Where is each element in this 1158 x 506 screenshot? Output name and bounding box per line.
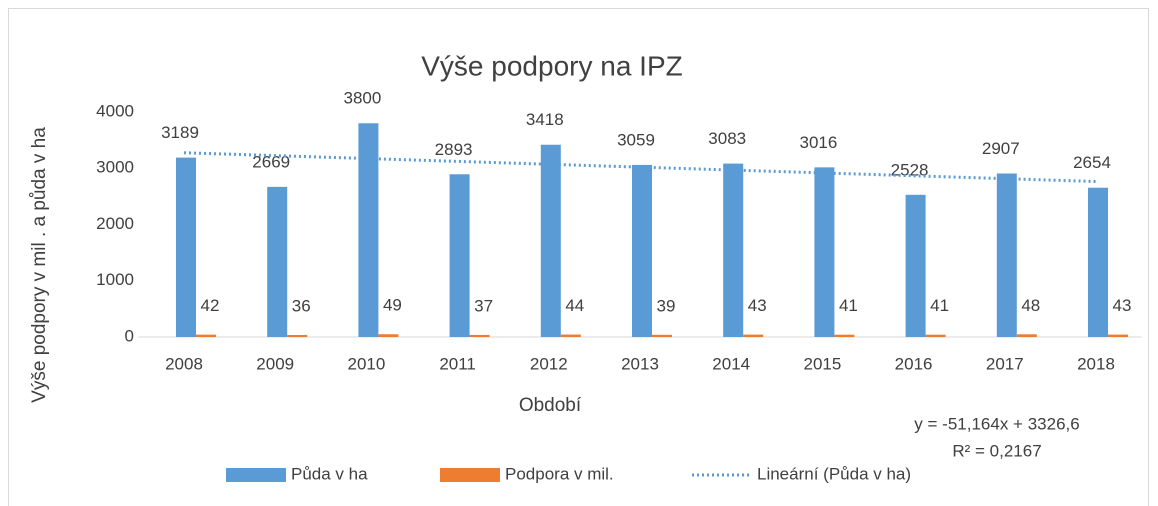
chart-title: Výše podpory na IPZ [421, 50, 682, 81]
data-label: 2893 [435, 140, 473, 159]
data-label: 41 [839, 296, 858, 315]
bar [449, 174, 470, 337]
bar [176, 157, 196, 337]
legend-label: Lineární (Půda v ha) [757, 464, 911, 483]
bar [905, 194, 926, 337]
trend-r-squared: R² = 0,2167 [952, 441, 1041, 460]
bar [632, 164, 652, 337]
data-label: 44 [565, 296, 584, 315]
data-label: 3083 [708, 129, 746, 148]
bar [925, 334, 946, 337]
data-label: 3418 [526, 110, 564, 129]
bar [652, 334, 672, 337]
data-label: 43 [1113, 296, 1132, 315]
data-label: 2654 [1073, 153, 1111, 172]
data-label: 41 [930, 296, 949, 315]
y-tick-label: 1000 [96, 270, 134, 289]
bar [1108, 334, 1128, 337]
data-label: 3189 [161, 123, 199, 142]
y-tick-label: 2000 [96, 214, 134, 233]
data-label: 36 [292, 296, 311, 315]
y-tick-label: 4000 [96, 101, 134, 120]
x-tick-label: 2011 [439, 354, 476, 373]
bar [1088, 187, 1108, 337]
bar [834, 334, 855, 337]
data-label: 43 [748, 296, 767, 315]
bar [287, 334, 308, 337]
x-tick-label: 2016 [895, 354, 933, 373]
legend-label: Půda v ha [291, 464, 368, 483]
x-tick-label: 2015 [803, 354, 841, 373]
legend-swatch [226, 468, 286, 482]
data-label: 48 [1021, 296, 1040, 315]
data-label: 42 [201, 296, 220, 315]
data-label: 2907 [982, 139, 1020, 158]
trend-equation: y = -51,164x + 3326,6 [914, 414, 1079, 433]
data-label: 39 [657, 296, 676, 315]
trendline [183, 151, 1097, 184]
data-label: 37 [474, 296, 493, 315]
x-tick-label: 2014 [712, 354, 750, 373]
bar [560, 334, 581, 337]
bar [469, 334, 490, 337]
y-tick-label: 3000 [96, 158, 134, 177]
x-tick-label: 2018 [1077, 354, 1115, 373]
y-axis-label: Výše podpory v mil . a půda v ha [29, 127, 50, 403]
x-tick-label: 2010 [347, 354, 385, 373]
bar [540, 144, 561, 337]
data-label: 3800 [343, 89, 381, 108]
legend-label: Podpora v mil. [505, 464, 614, 483]
bar [996, 173, 1017, 337]
data-label: 3059 [617, 130, 655, 149]
bar [1016, 334, 1037, 337]
bar [814, 167, 835, 337]
x-tick-label: 2009 [256, 354, 294, 373]
bar [358, 123, 379, 337]
data-label: 3016 [799, 133, 837, 152]
x-tick-label: 2012 [530, 354, 568, 373]
bar [378, 334, 399, 337]
y-tick-label: 0 [125, 326, 134, 345]
bar [196, 334, 216, 337]
x-tick-label: 2013 [621, 354, 659, 373]
chart-border [8, 8, 1149, 506]
bar [723, 163, 744, 337]
legend-swatch [440, 468, 500, 482]
x-tick-label: 2017 [986, 354, 1024, 373]
x-axis-label: Období [519, 395, 582, 416]
x-tick-label: 2008 [165, 354, 203, 373]
bar [267, 186, 288, 337]
data-label: 49 [383, 296, 402, 315]
bar [743, 334, 764, 337]
